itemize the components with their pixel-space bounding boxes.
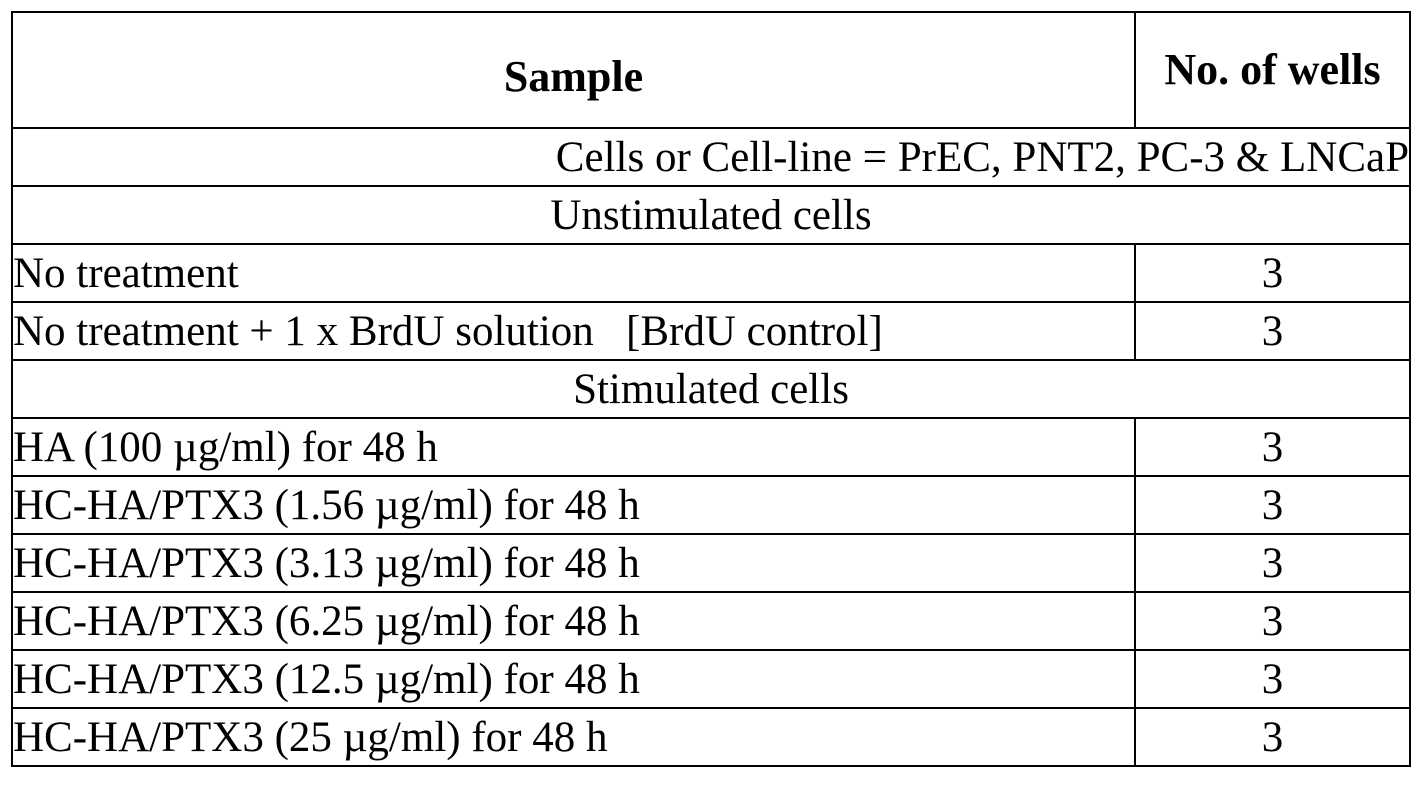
wells-cell: 3 xyxy=(1134,649,1411,709)
header-row: Sample No. of wells xyxy=(11,11,1411,129)
sample-cell: HC-HA/PTX3 (12.5 µg/ml) for 48 h xyxy=(11,649,1136,709)
wells-cell: 3 xyxy=(1134,707,1411,767)
section-row: Unstimulated cells xyxy=(11,185,1411,245)
table-row: No treatment + 1 x BrdU solution [BrdU c… xyxy=(11,301,1411,361)
wells-cell: 3 xyxy=(1134,591,1411,651)
wells-cell: 3 xyxy=(1134,301,1411,361)
wells-cell: 3 xyxy=(1134,243,1411,303)
section-row: Stimulated cells xyxy=(11,359,1411,419)
header-sample: Sample xyxy=(11,11,1136,129)
sample-table: Sample No. of wells Cells or Cell-line =… xyxy=(11,11,1411,767)
table-row: No treatment 3 xyxy=(11,243,1411,303)
sample-cell: HC-HA/PTX3 (1.56 µg/ml) for 48 h xyxy=(11,475,1136,535)
cell-line-text: Cells or Cell-line = PrEC, PNT2, PC-3 & … xyxy=(11,127,1411,187)
table-row: HC-HA/PTX3 (12.5 µg/ml) for 48 h 3 xyxy=(11,649,1411,709)
table-row: HC-HA/PTX3 (3.13 µg/ml) for 48 h 3 xyxy=(11,533,1411,593)
wells-cell: 3 xyxy=(1134,417,1411,477)
sample-cell: HC-HA/PTX3 (25 µg/ml) for 48 h xyxy=(11,707,1136,767)
sample-cell: No treatment + 1 x BrdU solution [BrdU c… xyxy=(11,301,1136,361)
section-title-stimulated: Stimulated cells xyxy=(11,359,1411,419)
wells-cell: 3 xyxy=(1134,475,1411,535)
section-title-unstimulated: Unstimulated cells xyxy=(11,185,1411,245)
table-row: HC-HA/PTX3 (1.56 µg/ml) for 48 h 3 xyxy=(11,475,1411,535)
sample-cell: HA (100 µg/ml) for 48 h xyxy=(11,417,1136,477)
cell-line-row: Cells or Cell-line = PrEC, PNT2, PC-3 & … xyxy=(11,127,1411,187)
sample-cell: HC-HA/PTX3 (6.25 µg/ml) for 48 h xyxy=(11,591,1136,651)
table-row: HC-HA/PTX3 (6.25 µg/ml) for 48 h 3 xyxy=(11,591,1411,651)
header-wells: No. of wells xyxy=(1134,11,1411,129)
sample-cell: HC-HA/PTX3 (3.13 µg/ml) for 48 h xyxy=(11,533,1136,593)
table-row: HC-HA/PTX3 (25 µg/ml) for 48 h 3 xyxy=(11,707,1411,767)
wells-cell: 3 xyxy=(1134,533,1411,593)
sample-cell: No treatment xyxy=(11,243,1136,303)
table-row: HA (100 µg/ml) for 48 h 3 xyxy=(11,417,1411,477)
